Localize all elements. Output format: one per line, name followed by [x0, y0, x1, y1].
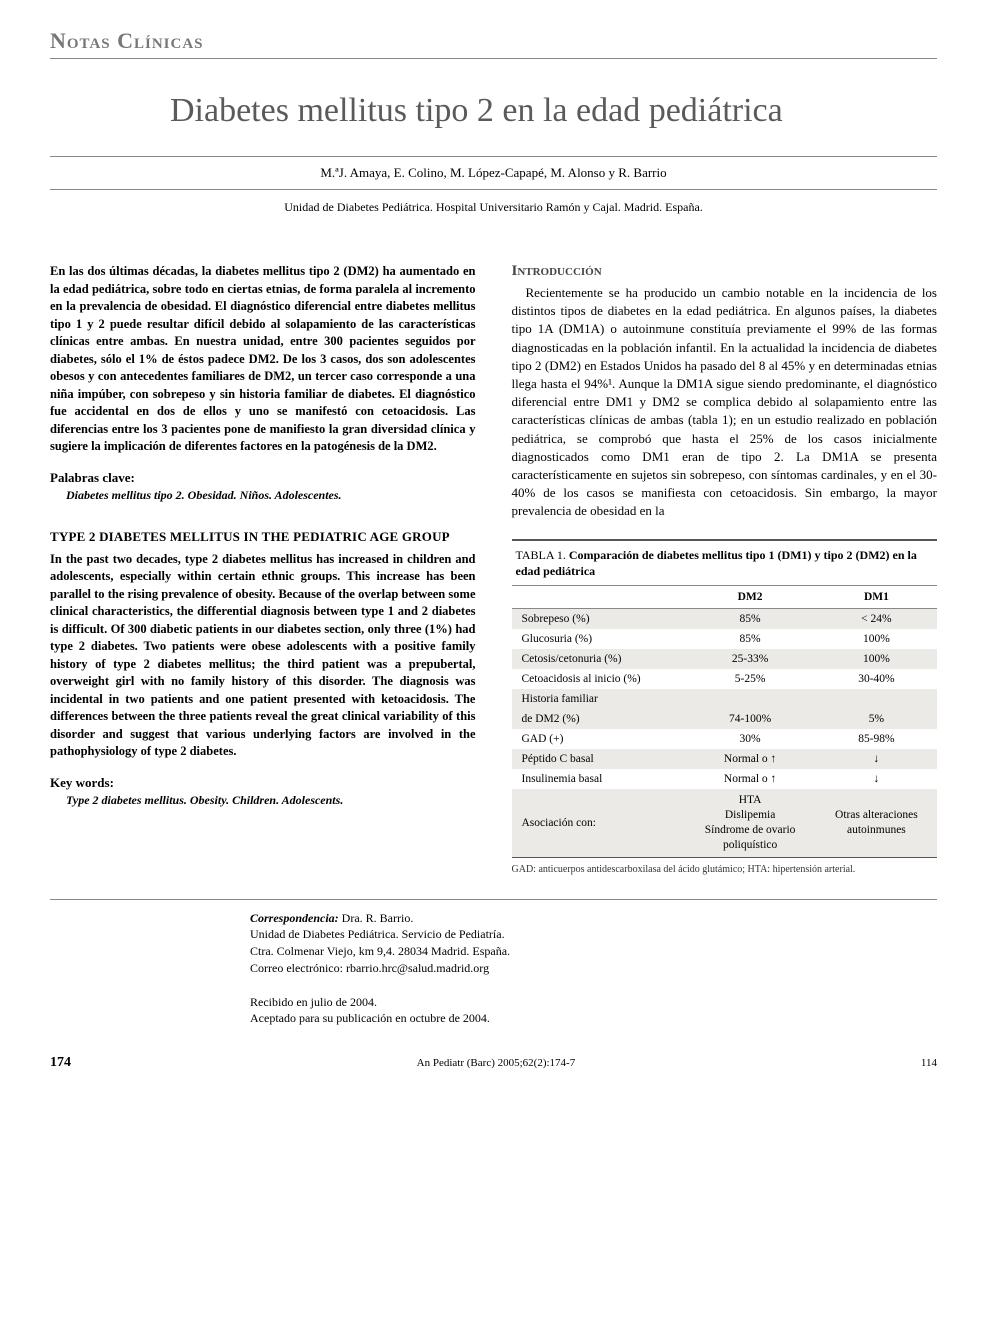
table-1: TABLA 1. Comparación de diabetes mellitu…	[512, 539, 938, 858]
table-cell: Asociación con:	[512, 789, 685, 857]
table-cell: Otras alteracionesautoinmunes	[816, 789, 937, 857]
table-cell: Péptido C basal	[512, 749, 685, 769]
abstract-english: In the past two decades, type 2 diabetes…	[50, 551, 476, 761]
table-cell: 85%	[684, 608, 815, 629]
table-row: Péptido C basalNormal o ↑↓	[512, 749, 938, 769]
correspondence-line: Ctra. Colmenar Viejo, km 9,4. 28034 Madr…	[250, 943, 937, 960]
correspondence-block: Correspondencia: Dra. R. Barrio. Unidad …	[50, 900, 937, 1028]
table-cell: 74-100%	[684, 709, 815, 729]
table-cell: 30%	[684, 729, 815, 749]
page-number-right: 114	[921, 1057, 937, 1069]
correspondence-line: Aceptado para su publicación en octubre …	[250, 1010, 937, 1027]
right-column: Introducción Recientemente se ha produci…	[512, 263, 938, 875]
correspondence-name: Dra. R. Barrio.	[342, 911, 414, 925]
table-row: de DM2 (%)74-100%5%	[512, 709, 938, 729]
table-title-text: Comparación de diabetes mellitus tipo 1 …	[516, 548, 917, 578]
page-number-left: 174	[50, 1055, 71, 1071]
article-title: Diabetes mellitus tipo 2 en la edad pedi…	[170, 91, 937, 130]
table-cell: Cetoacidosis al inicio (%)	[512, 669, 685, 689]
correspondence-line: Correo electrónico: rbarrio.hrc@salud.ma…	[250, 960, 937, 977]
table-header-cell: DM2	[684, 586, 815, 609]
abstract-spanish: En las dos últimas décadas, la diabetes …	[50, 263, 476, 456]
keywords-en: Type 2 diabetes mellitus. Obesity. Child…	[50, 793, 476, 808]
table-row: GAD (+)30%85-98%	[512, 729, 938, 749]
table-cell: 100%	[816, 629, 937, 649]
table-header-cell: DM1	[816, 586, 937, 609]
table-row: Insulinemia basalNormal o ↑↓	[512, 769, 938, 789]
table-cell: 25-33%	[684, 649, 815, 669]
authors-line: M.ªJ. Amaya, E. Colino, M. López-Capapé,…	[50, 156, 937, 190]
keywords-es: Diabetes mellitus tipo 2. Obesidad. Niño…	[50, 488, 476, 503]
table-cell: 5-25%	[684, 669, 815, 689]
keywords-es-heading: Palabras clave:	[50, 470, 476, 486]
page-footer: 174 An Pediatr (Barc) 2005;62(2):174-7 1…	[50, 1055, 937, 1071]
english-title: TYPE 2 DIABETES MELLITUS IN THE PEDIATRI…	[50, 529, 476, 545]
table-cell	[816, 689, 937, 709]
table-cell: ↓	[816, 749, 937, 769]
keywords-en-heading: Key words:	[50, 775, 476, 791]
left-column: En las dos últimas décadas, la diabetes …	[50, 263, 476, 875]
table-title: TABLA 1. Comparación de diabetes mellitu…	[512, 541, 938, 586]
table-cell: Sobrepeso (%)	[512, 608, 685, 629]
table-cell: Historia familiar	[512, 689, 685, 709]
two-column-body: En las dos últimas décadas, la diabetes …	[50, 263, 937, 875]
title-block: Diabetes mellitus tipo 2 en la edad pedi…	[50, 91, 937, 130]
footer-citation: An Pediatr (Barc) 2005;62(2):174-7	[417, 1057, 576, 1069]
table-cell: Normal o ↑	[684, 749, 815, 769]
table-cell: Normal o ↑	[684, 769, 815, 789]
table-cell: 5%	[816, 709, 937, 729]
intro-body: Recientemente se ha producido un cambio …	[512, 284, 938, 520]
table-cell: Glucosuria (%)	[512, 629, 685, 649]
correspondence-label: Correspondencia:	[250, 911, 339, 925]
comparison-table: DM2DM1 Sobrepeso (%)85%< 24%Glucosuria (…	[512, 586, 938, 857]
table-cell: 85%	[684, 629, 815, 649]
table-footnote: GAD: anticuerpos antidescarboxilasa del …	[512, 858, 938, 875]
table-row: Glucosuria (%)85%100%	[512, 629, 938, 649]
table-cell: Cetosis/cetonuria (%)	[512, 649, 685, 669]
table-cell: HTADislipemiaSíndrome de ovariopoliquíst…	[684, 789, 815, 857]
correspondence-line: Unidad de Diabetes Pediátrica. Servicio …	[250, 926, 937, 943]
table-cell: 30-40%	[816, 669, 937, 689]
table-row: Cetosis/cetonuria (%)25-33%100%	[512, 649, 938, 669]
table-cell: < 24%	[816, 608, 937, 629]
table-row: Cetoacidosis al inicio (%)5-25%30-40%	[512, 669, 938, 689]
table-row: Asociación con:HTADislipemiaSíndrome de …	[512, 789, 938, 857]
table-row: Sobrepeso (%)85%< 24%	[512, 608, 938, 629]
table-cell	[684, 689, 815, 709]
correspondence-line: Recibido en julio de 2004.	[250, 994, 937, 1011]
section-header: Notas Clínicas	[50, 28, 937, 59]
table-label: TABLA 1.	[516, 548, 566, 562]
table-cell: ↓	[816, 769, 937, 789]
table-header-cell	[512, 586, 685, 609]
table-cell: de DM2 (%)	[512, 709, 685, 729]
table-cell: 85-98%	[816, 729, 937, 749]
correspondence-line	[250, 977, 937, 994]
intro-heading: Introducción	[512, 263, 938, 280]
table-cell: GAD (+)	[512, 729, 685, 749]
table-row: Historia familiar	[512, 689, 938, 709]
affiliation: Unidad de Diabetes Pediátrica. Hospital …	[50, 200, 937, 215]
table-cell: 100%	[816, 649, 937, 669]
table-cell: Insulinemia basal	[512, 769, 685, 789]
